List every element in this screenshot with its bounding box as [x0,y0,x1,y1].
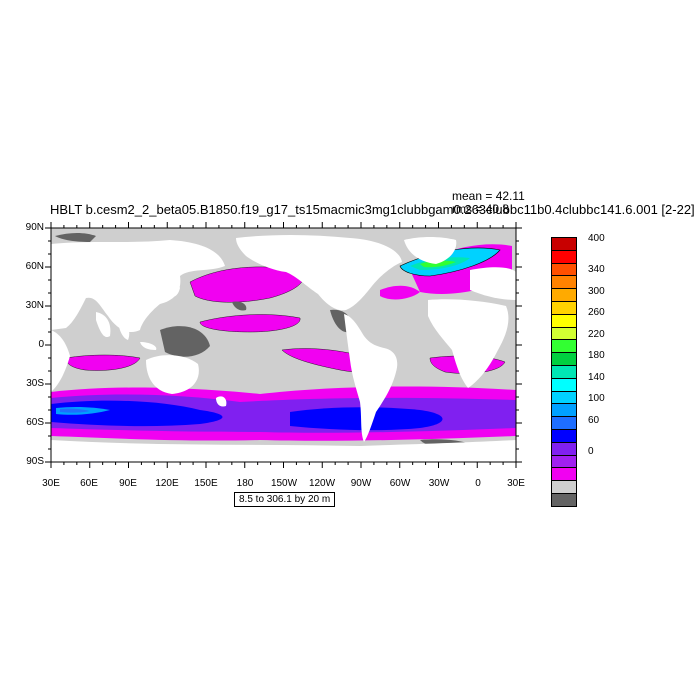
colorbar-label: 60 [588,415,600,426]
lon-label: 60W [389,478,411,489]
colorbar-label: 260 [588,307,605,318]
contour-info-box: 8.5 to 306.1 by 20 m [234,492,336,507]
rms-value: rms = 40.8 [452,202,510,216]
colorbar-box [551,326,577,341]
colorbar [551,237,577,507]
axis-ticks [45,222,522,468]
colorbar-box [551,288,577,302]
lon-label: 150W [270,478,298,489]
colorbar-box [551,364,577,379]
land-masses [51,235,516,462]
lat-label: 30S [26,378,44,389]
lat-label: 60S [26,417,44,428]
colorbar-box [551,377,577,392]
lon-label: 150E [194,478,218,489]
lon-label: 90W [350,478,372,489]
colorbar-box [551,403,577,418]
colorbar-label: 400 [588,233,605,244]
colorbar-box [551,480,577,494]
colorbar-box [551,237,577,251]
lat-label: 30N [25,300,44,311]
colorbar-label: 220 [588,329,605,340]
colorbar-label: 0 [588,446,594,457]
colorbar-box [551,249,577,264]
hblt-contour-fill [51,244,516,441]
colorbar-box [551,390,577,405]
lon-label: 60E [80,478,98,489]
colorbar-box [551,262,577,277]
mean-value: mean = 42.11 [452,189,525,203]
colorbar-box [551,428,577,443]
lat-label: 60N [25,261,44,272]
lon-label: 90E [119,478,137,489]
lon-label: 30E [507,478,525,489]
colorbar-box [551,275,577,290]
colorbar-box [551,454,577,469]
colorbar-label: 100 [588,393,605,404]
colorbar-label: 300 [588,286,605,297]
colorbar-box [551,467,577,482]
lon-label: 0 [475,478,481,489]
lon-label: 30W [428,478,450,489]
lon-label: 30E [42,478,60,489]
colorbar-box [551,441,577,456]
colorbar-box [551,492,577,507]
lat-label: 90S [26,456,44,467]
colorbar-label: 140 [588,372,605,383]
colorbar-label: 340 [588,264,605,275]
colorbar-box [551,313,577,328]
colorbar-box [551,352,577,366]
colorbar-box [551,339,577,354]
stats-block: mean = 42.11 rms = 40.8 [452,190,525,216]
lon-label: 120E [155,478,179,489]
plot-title: HBLT b.cesm2_2_beta05.B1850.f19_g17_ts15… [50,202,695,217]
lon-label: 180 [236,478,254,489]
lat-label: 0 [38,339,44,350]
lat-label: 90N [25,222,44,233]
lon-label: 120W [308,478,336,489]
colorbar-box [551,300,577,315]
colorbar-label: 180 [588,350,605,361]
colorbar-box [551,416,577,430]
